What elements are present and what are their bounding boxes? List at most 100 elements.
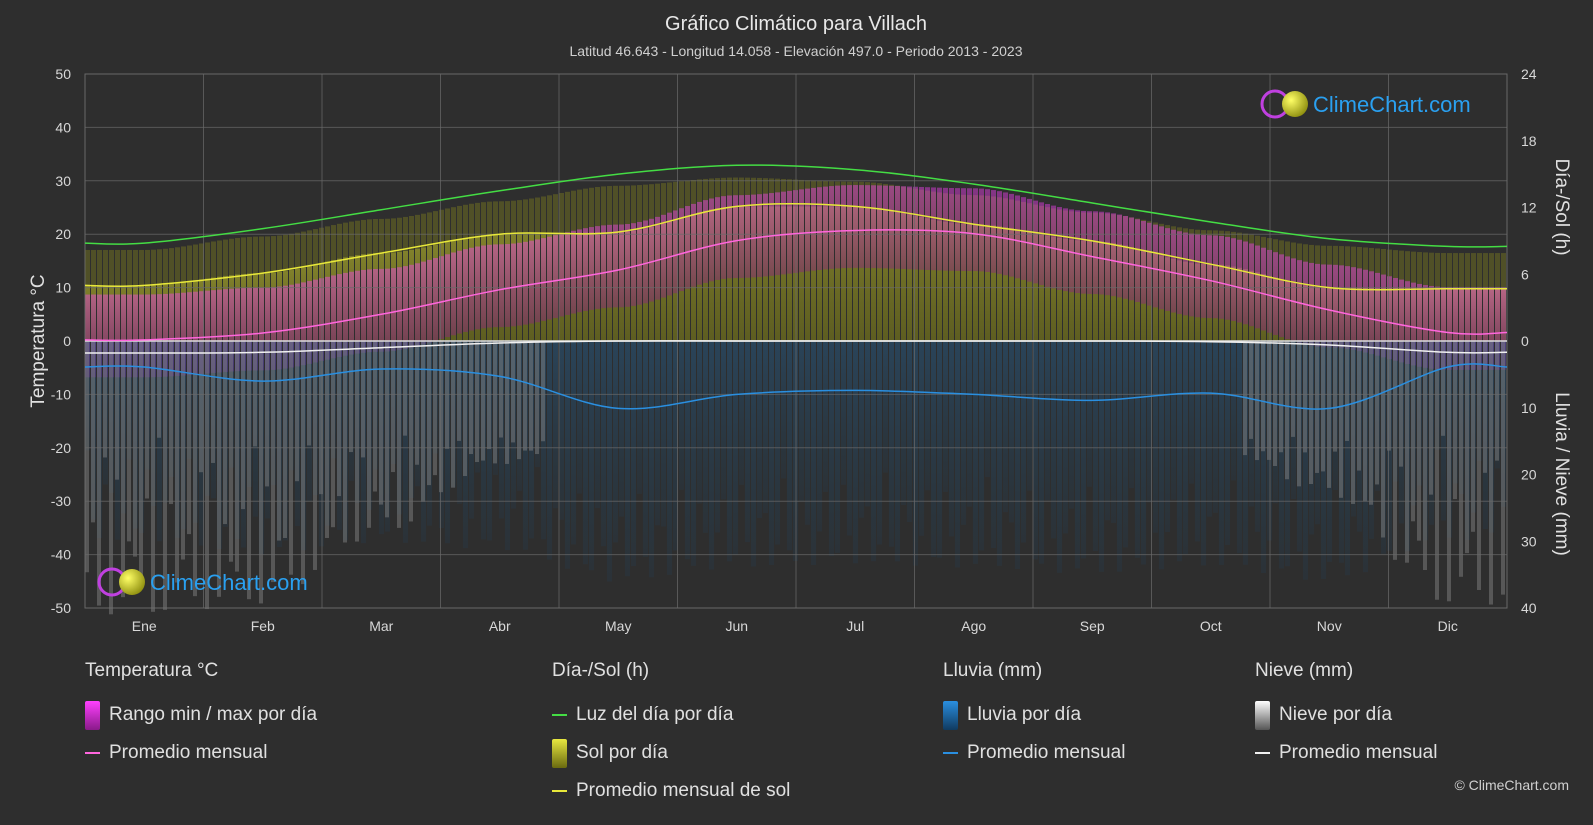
- rain-day-bar: [1237, 341, 1242, 554]
- temperature-range-bar: [913, 186, 918, 270]
- snow-day-bar: [457, 341, 461, 441]
- left-tick-label: -10: [51, 386, 71, 402]
- rain-day-bar: [1423, 341, 1428, 541]
- temperature-range-bar: [829, 186, 834, 269]
- legend-item: Promedio mensual: [1255, 734, 1437, 772]
- temperature-range-bar: [103, 294, 108, 378]
- snow-day-bar: [319, 341, 323, 495]
- temperature-range-bar: [721, 196, 726, 279]
- rain-day-bar: [1375, 341, 1380, 491]
- rain-day-bar: [463, 341, 468, 549]
- temperature-range-bar: [565, 232, 570, 316]
- rain-day-bar: [1327, 341, 1332, 562]
- temperature-range-bar: [877, 185, 882, 269]
- rain-day-bar: [961, 341, 966, 525]
- rain-day-bar: [673, 341, 678, 551]
- rain-day-bar: [415, 341, 420, 487]
- rain-day-bar: [223, 341, 228, 527]
- rain-day-bar: [133, 341, 138, 529]
- temperature-range-bars: [85, 185, 1506, 378]
- temperature-range-bar: [1027, 198, 1032, 282]
- snow-day-bar: [1327, 341, 1331, 488]
- rain-day-bar: [679, 341, 684, 490]
- snow-day-bar: [1279, 341, 1283, 453]
- temperature-range-bar: [991, 190, 996, 273]
- rain-day-bar: [877, 341, 882, 545]
- temperature-range-bar: [385, 268, 390, 352]
- sunshine-day-bar: [835, 206, 840, 341]
- snow-day-bar: [169, 341, 173, 505]
- sunshine-day-bar: [1027, 231, 1032, 341]
- legend-label: Promedio mensual: [109, 742, 268, 763]
- sunshine-day-bar: [805, 206, 810, 341]
- legend-rain: Lluvia (mm) Lluvia por día Promedio mens…: [943, 660, 1125, 772]
- left-tick-label: -50: [51, 600, 71, 616]
- temperature-range-bar: [1447, 287, 1452, 370]
- temperature-range-bar: [451, 252, 456, 336]
- right-axis-top-label: Día-/Sol (h): [1551, 158, 1572, 255]
- legend-title: Día-/Sol (h): [552, 660, 650, 681]
- snow-day-bar: [109, 341, 113, 615]
- temperature-range-bar: [91, 294, 96, 378]
- temperature-range-bar: [391, 268, 396, 351]
- logo-bottom: ClimeChart.com: [97, 567, 308, 597]
- rain-day-bar: [1039, 341, 1044, 564]
- sunshine-day-bar: [979, 224, 984, 341]
- left-axis-label: Temperatura °C: [28, 274, 49, 407]
- rain-day-bar: [1483, 341, 1488, 530]
- rain-day-bar: [601, 341, 606, 547]
- sunshine-day-bar: [907, 214, 912, 341]
- temperature-range-bar: [727, 195, 732, 279]
- temperature-range-bar: [343, 272, 348, 356]
- temperature-range-bar: [589, 227, 594, 310]
- temperature-range-bar: [1201, 235, 1206, 318]
- month-tick-label: Sep: [1080, 618, 1105, 634]
- rain-day-bar: [661, 341, 666, 527]
- temperature-range-bar: [1231, 238, 1236, 321]
- rain-day-bar: [715, 341, 720, 533]
- temperature-range-bar: [847, 185, 852, 268]
- temperature-range-bar: [1171, 229, 1176, 313]
- rain-day-bar: [1129, 341, 1134, 489]
- rain-day-bar: [1417, 341, 1422, 486]
- sunshine-day-bar: [943, 221, 948, 341]
- snow-day-bar: [115, 341, 119, 480]
- snow-day-bar: [103, 341, 107, 458]
- month-tick-label: May: [605, 618, 631, 634]
- temperature-range-bar: [1309, 262, 1314, 346]
- temperature-range-bar: [613, 224, 618, 308]
- rain-day-bar: [247, 341, 252, 487]
- daylight-swatch: [552, 714, 567, 716]
- temperature-range-bar: [679, 208, 684, 292]
- rain-day-bar: [643, 341, 648, 557]
- rain-day-bar: [721, 341, 726, 500]
- temperature-range-bar: [1273, 252, 1278, 335]
- snow-day-bar: [1285, 341, 1289, 480]
- temperature-range-bar: [433, 258, 438, 341]
- rain-day-bar: [1243, 341, 1248, 565]
- rain-day-bar: [1171, 341, 1176, 500]
- snow-day-bar: [1375, 341, 1379, 485]
- temperature-range-bar: [1123, 215, 1128, 299]
- chart-subtitle: Latitud 46.643 - Longitud 14.058 - Eleva…: [570, 43, 1023, 59]
- temperature-range-bar: [1495, 287, 1500, 370]
- temperature-range-bar: [193, 291, 198, 375]
- rain-day-bar: [1063, 341, 1068, 534]
- rain-day-bar: [1093, 341, 1098, 552]
- rain-day-bar: [829, 341, 834, 557]
- rain-day-bar: [343, 341, 348, 541]
- snow-day-bar: [139, 341, 143, 588]
- temperature-range-bar: [685, 206, 690, 289]
- rain-day-bar: [181, 341, 186, 530]
- rain-day-bar: [745, 341, 750, 543]
- left-tick-label: 0: [63, 333, 71, 349]
- sunshine-day-bar: [949, 222, 954, 341]
- rain-day-bar: [1117, 341, 1122, 572]
- rain-day-bar: [1351, 341, 1356, 517]
- snow-swatch: [1255, 700, 1270, 730]
- snow-day-bar: [1429, 341, 1433, 495]
- rain-day-bar: [1231, 341, 1236, 481]
- temperature-range-bar: [133, 294, 138, 378]
- snow-day-bar: [199, 341, 203, 473]
- month-tick-label: Jun: [725, 618, 748, 634]
